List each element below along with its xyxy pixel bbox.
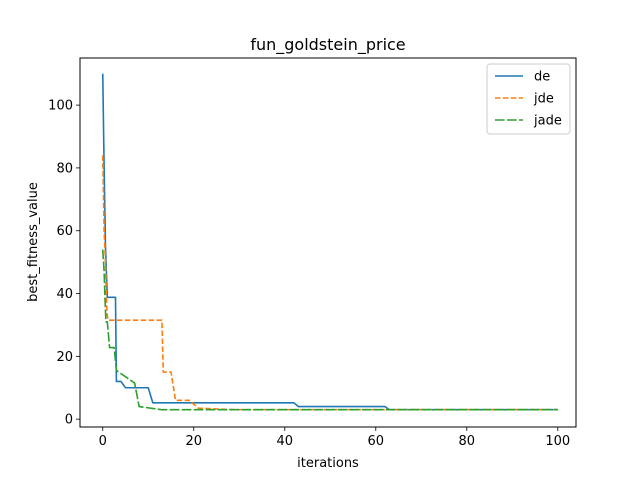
x-tick-label: 0 <box>99 434 107 449</box>
legend-label-jade: jade <box>533 114 562 129</box>
x-axis-label: iterations <box>297 456 359 471</box>
x-tick-label: 80 <box>459 434 476 449</box>
plot-frame <box>79 57 577 428</box>
plot-area <box>79 57 577 428</box>
legend-label-de: de <box>534 70 550 85</box>
legend: de jde jade <box>486 63 571 135</box>
y-tick-label: 0 <box>65 413 73 428</box>
series-line-jade <box>101 249 558 411</box>
x-tick-label: 40 <box>276 434 293 449</box>
y-axis: 0 20 40 60 80 100 <box>48 99 80 428</box>
x-tick-label: 20 <box>185 434 202 449</box>
chart-title: fun_goldstein_price <box>250 35 405 55</box>
x-tick-label: 100 <box>545 434 570 449</box>
series-line-jde <box>101 155 558 411</box>
y-tick-label: 100 <box>48 99 73 114</box>
legend-label-jde: jde <box>533 92 554 107</box>
y-tick-label: 80 <box>56 161 73 176</box>
series-line-de <box>101 73 558 411</box>
legend-box <box>486 63 571 135</box>
series-layer <box>101 73 558 411</box>
x-tick-label: 60 <box>368 434 385 449</box>
y-tick-label: 60 <box>56 224 73 239</box>
y-tick-label: 40 <box>56 287 73 302</box>
y-tick-label: 20 <box>56 350 73 365</box>
y-axis-label: best_fitness_value <box>26 182 41 302</box>
x-axis: 0 20 40 60 80 100 <box>99 427 570 449</box>
